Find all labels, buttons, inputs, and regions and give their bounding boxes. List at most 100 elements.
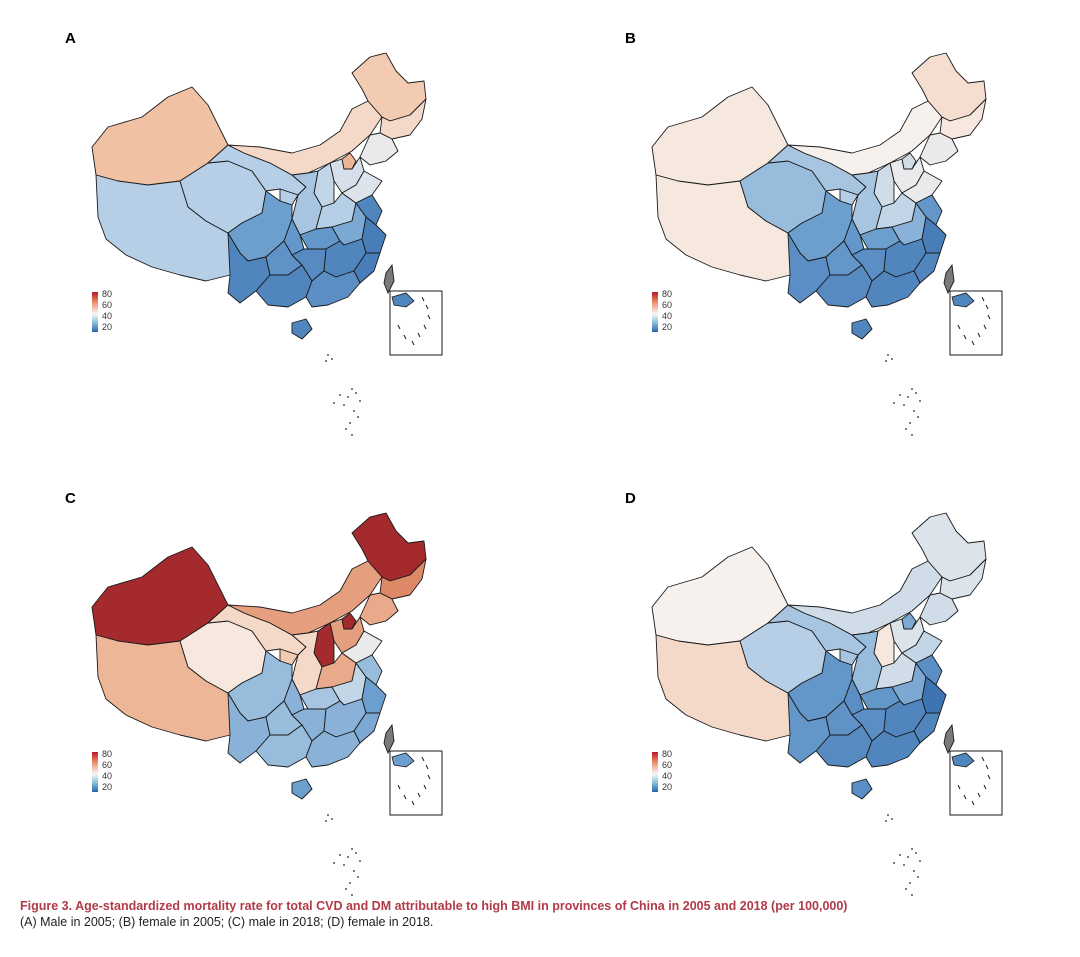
inset-dash xyxy=(397,324,401,330)
inset-dash xyxy=(397,784,401,790)
inset-dash xyxy=(417,332,421,338)
legend-label: 80 xyxy=(662,749,673,759)
inset-dash xyxy=(425,304,429,310)
province-guangdong xyxy=(305,270,361,308)
inset-dash xyxy=(403,794,407,800)
island-dot xyxy=(893,402,895,404)
island-dot xyxy=(919,400,921,402)
inset-dash xyxy=(981,296,985,302)
island-dot xyxy=(349,882,351,884)
province-jiangsu xyxy=(355,654,383,686)
island-dot xyxy=(893,862,895,864)
inset-dash xyxy=(423,784,427,790)
inset-dash xyxy=(981,756,985,762)
inset-dash xyxy=(987,314,991,320)
island-dot xyxy=(351,894,353,896)
island-dot xyxy=(915,852,917,854)
island-dot xyxy=(353,410,355,412)
province-taiwan xyxy=(943,723,955,755)
province-guangdong xyxy=(865,730,921,768)
map-panel-c: C 80 60 40 20 xyxy=(20,485,540,925)
inset-dash xyxy=(985,304,989,310)
inset-dash xyxy=(427,314,431,320)
island-dot xyxy=(343,864,345,866)
legend-label: 20 xyxy=(102,322,113,332)
province-beijing-tianjin xyxy=(341,612,357,630)
island-dot xyxy=(891,358,893,360)
legend-label: 40 xyxy=(662,311,673,321)
province-hainan xyxy=(291,778,313,800)
legend-label: 80 xyxy=(102,289,113,299)
color-legend: 80 60 40 20 xyxy=(92,290,152,336)
inset-dash xyxy=(983,784,987,790)
province-guangdong xyxy=(865,270,921,308)
legend-label: 20 xyxy=(102,782,113,792)
island-dot xyxy=(351,434,353,436)
province-taiwan xyxy=(383,723,395,755)
island-dot xyxy=(359,860,361,862)
island-dot xyxy=(331,358,333,360)
legend-label: 40 xyxy=(102,311,113,321)
caption-title: Figure 3. Age-standardized mortality rat… xyxy=(20,899,848,913)
island-dot xyxy=(911,388,913,390)
island-dot xyxy=(345,428,347,430)
island-dot xyxy=(359,400,361,402)
island-dot xyxy=(325,360,327,362)
island-dot xyxy=(325,820,327,822)
island-dot xyxy=(917,876,919,878)
island-dot xyxy=(903,404,905,406)
province-guangdong xyxy=(305,730,361,768)
panel-letter: A xyxy=(65,30,76,47)
province-liaoning xyxy=(359,132,399,166)
island-dot xyxy=(899,394,901,396)
map-panel-d: D 80 60 40 20 xyxy=(580,485,1080,925)
legend-label: 40 xyxy=(102,771,113,781)
inset-dash xyxy=(987,774,991,780)
province-fujian xyxy=(913,252,941,284)
island-dot xyxy=(909,882,911,884)
province-hainan xyxy=(851,318,873,340)
island-dot xyxy=(333,862,335,864)
inset-dash xyxy=(963,334,967,340)
island-dot xyxy=(915,392,917,394)
island-dot xyxy=(357,416,359,418)
island-dot xyxy=(887,354,889,356)
inset-dash xyxy=(971,800,975,806)
province-jiangsu xyxy=(915,194,943,226)
map-group xyxy=(91,512,443,896)
legend-gradient-bar xyxy=(652,752,658,792)
inset-dash xyxy=(977,332,981,338)
map-panel-a: A 80 60 40 20 xyxy=(20,25,540,465)
map-group xyxy=(91,52,443,436)
inset-dash xyxy=(963,794,967,800)
island-dot xyxy=(339,854,341,856)
island-dot xyxy=(905,888,907,890)
island-dot xyxy=(911,434,913,436)
color-legend: 80 60 40 20 xyxy=(92,750,152,796)
inset-dash xyxy=(427,774,431,780)
inset-dash xyxy=(421,756,425,762)
inset-south-coast xyxy=(391,292,415,308)
province-liaoning xyxy=(919,592,959,626)
map-group xyxy=(651,52,1003,436)
island-dot xyxy=(349,422,351,424)
province-inner-mongolia xyxy=(227,560,383,636)
map-panel-b: B 80 60 40 20 xyxy=(580,25,1080,465)
province-map xyxy=(651,52,1003,436)
province-beijing-tianjin xyxy=(901,612,917,630)
color-legend: 80 60 40 20 xyxy=(652,750,712,796)
inset-dash xyxy=(411,340,415,346)
island-dot xyxy=(351,848,353,850)
inset-dash xyxy=(983,324,987,330)
inset-dash xyxy=(411,800,415,806)
legend-gradient-bar xyxy=(92,752,98,792)
island-dot xyxy=(345,888,347,890)
island-dot xyxy=(347,396,349,398)
province-jiangsu xyxy=(355,194,383,226)
island-dot xyxy=(347,856,349,858)
island-dot xyxy=(909,422,911,424)
figure-caption: Figure 3. Age-standardized mortality rat… xyxy=(20,898,1060,930)
legend-label: 20 xyxy=(662,782,673,792)
island-dot xyxy=(351,388,353,390)
caption-subtitle: (A) Male in 2005; (B) female in 2005; (C… xyxy=(20,915,434,929)
